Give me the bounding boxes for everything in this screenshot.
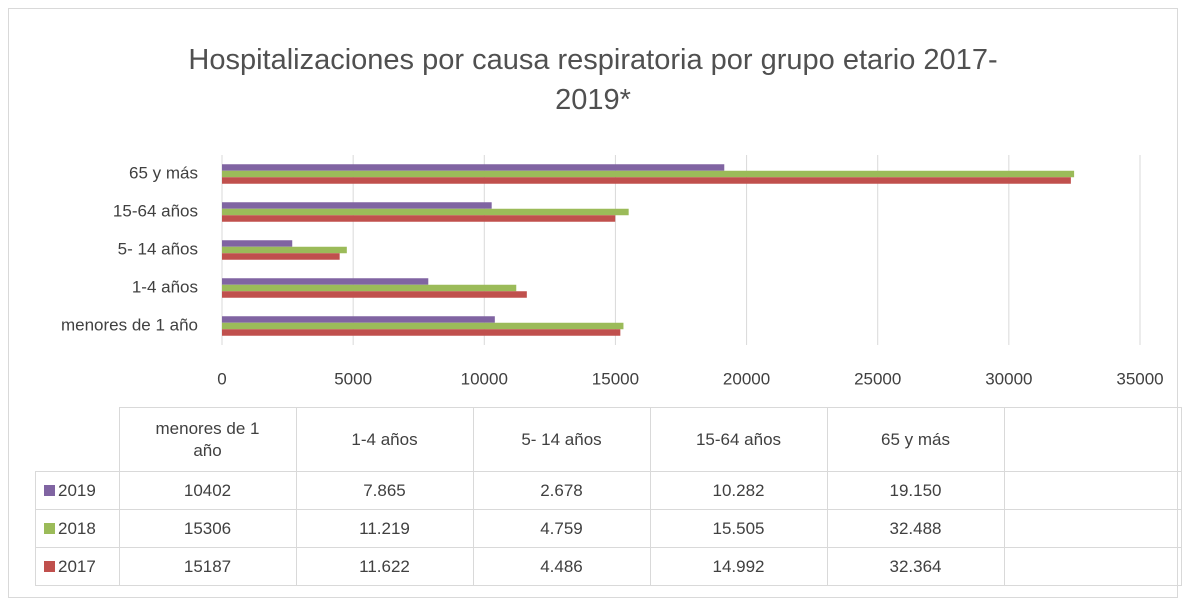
legend-swatch — [44, 484, 55, 496]
x-tick-label: 10000 — [461, 369, 508, 388]
data-table: menores de 1 año 1-4 años 5- 14 años 15-64 … — [35, 407, 1182, 586]
x-tick-label: 15000 — [592, 369, 639, 388]
legend-label: 2017 — [58, 556, 96, 576]
y-tick-label: menores de 1 año — [61, 315, 198, 334]
table-value-cell: 10402 — [118, 471, 297, 510]
bar — [222, 164, 725, 171]
table-value-cell: 32.364 — [826, 547, 1005, 586]
table-corner — [36, 408, 120, 472]
table-value-cell: 10.282 — [649, 471, 828, 510]
table-value-cell: 4.486 — [472, 547, 651, 586]
table-value-cell: 14.992 — [649, 547, 828, 586]
legend-swatch — [44, 522, 55, 534]
table-value-cell: 15306 — [118, 509, 297, 548]
bar — [222, 208, 629, 216]
bar — [222, 215, 616, 222]
table-value-cell: 15187 — [118, 547, 297, 586]
bar — [222, 278, 429, 285]
bar — [222, 284, 517, 292]
x-tick-label: 35000 — [1116, 369, 1163, 388]
table-value-cell: 2.678 — [472, 471, 651, 510]
table-header-cell: menores de 1 año — [118, 407, 297, 472]
x-tick-label: 25000 — [854, 369, 901, 388]
y-tick-label: 1-4 años — [132, 277, 198, 296]
bar — [222, 329, 621, 336]
bar — [222, 291, 527, 298]
legend-label: 2019 — [58, 480, 96, 500]
table-header-cell: 15-64 años — [649, 407, 828, 472]
legend-swatch — [44, 560, 55, 572]
table-legend-cell: 2019 — [35, 471, 120, 510]
table-value-cell: 11.219 — [295, 509, 474, 548]
x-tick-label: 30000 — [985, 369, 1032, 388]
table-header-cell: 1-4 años — [295, 407, 474, 472]
table-value-cell: 4.759 — [472, 509, 651, 548]
bar — [222, 170, 1075, 178]
table-header-cell: 65 y más — [826, 407, 1005, 472]
x-tick-label: 5000 — [334, 369, 372, 388]
chart-title: Hospitalizaciones por causa respiratoria… — [188, 44, 998, 116]
table-value-cell: 7.865 — [295, 471, 474, 510]
table-value-cell: 32.488 — [826, 509, 1005, 548]
legend-label: 2018 — [58, 518, 96, 538]
table-value-cell: 19.150 — [826, 471, 1005, 510]
bar — [222, 246, 347, 254]
bar — [222, 253, 340, 260]
x-tick-label: 0 — [217, 369, 226, 388]
table-empty-cell — [1003, 471, 1182, 510]
bar — [222, 316, 495, 323]
table-empty-cell — [1003, 509, 1182, 548]
y-tick-label: 5- 14 años — [118, 239, 198, 258]
y-tick-label: 15-64 años — [113, 201, 198, 220]
table-legend-cell: 2017 — [35, 547, 120, 586]
table-header-cell: 5- 14 años — [472, 407, 651, 472]
table-row: 2017 15187 11.622 4.486 14.992 32.364 — [35, 547, 1182, 586]
x-tick-label: 20000 — [723, 369, 770, 388]
table-row: 2018 15306 11.219 4.759 15.505 32.488 — [35, 509, 1182, 548]
bar — [222, 177, 1071, 184]
table-row: 2019 10402 7.865 2.678 10.282 19.150 — [35, 471, 1182, 510]
bar — [222, 322, 624, 330]
table-value-cell: 11.622 — [295, 547, 474, 586]
table-header-row: menores de 1 año 1-4 años 5- 14 años 15-64 … — [36, 407, 1182, 472]
chart-border — [8, 8, 1178, 598]
table-empty-cell — [1003, 547, 1182, 586]
table-empty-cell — [1003, 407, 1182, 472]
bar — [222, 240, 293, 247]
bar — [222, 202, 492, 209]
table-value-cell: 15.505 — [649, 509, 828, 548]
table-legend-cell: 2018 — [35, 509, 120, 548]
y-tick-label: 65 y más — [129, 163, 198, 182]
